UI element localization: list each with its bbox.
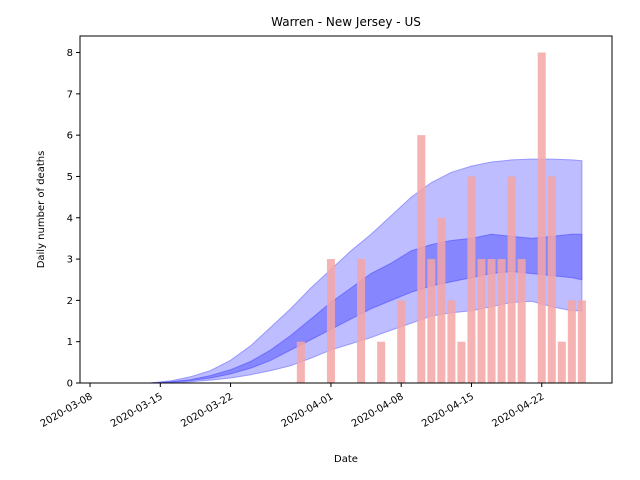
x-tick-label: 2020-03-22 xyxy=(179,391,235,430)
bar xyxy=(357,259,366,383)
chart-title: Warren - New Jersey - US xyxy=(271,15,421,29)
bar xyxy=(447,300,456,383)
bar xyxy=(477,259,486,383)
bar xyxy=(457,341,466,383)
confidence-bands xyxy=(150,158,583,384)
y-tick-label: 6 xyxy=(67,131,73,142)
bar xyxy=(517,259,526,383)
bar xyxy=(567,300,576,383)
y-tick-label: 2 xyxy=(67,296,73,307)
bar xyxy=(397,300,406,383)
y-tick-label: 0 xyxy=(67,379,73,390)
bar xyxy=(417,135,426,383)
x-axis-title: Date xyxy=(334,454,358,465)
x-tick-label: 2020-04-01 xyxy=(280,391,336,430)
y-tick-label: 4 xyxy=(67,213,73,224)
bar xyxy=(577,300,586,383)
y-tick-label: 7 xyxy=(67,89,73,100)
bar xyxy=(377,341,386,383)
bar xyxy=(547,176,556,383)
bar xyxy=(497,259,506,383)
x-tick-label: 2020-03-08 xyxy=(39,391,95,430)
y-tick-label: 1 xyxy=(67,337,73,348)
bar xyxy=(427,259,436,383)
y-axis-title: Daily number of deaths xyxy=(36,151,47,269)
x-tick-label: 2020-04-08 xyxy=(350,391,406,430)
bar xyxy=(537,52,546,384)
bar xyxy=(326,259,335,383)
y-tick-label: 5 xyxy=(67,172,73,183)
y-tick-label: 3 xyxy=(67,255,73,266)
x-tick-label: 2020-04-15 xyxy=(420,391,476,430)
x-tick-label: 2020-03-15 xyxy=(109,391,165,430)
y-axis: 0 1 2 3 4 5 6 7 8 xyxy=(67,48,80,390)
bar xyxy=(296,341,305,383)
bar xyxy=(507,176,516,383)
plot-frame xyxy=(79,35,613,384)
bar xyxy=(487,259,496,383)
bar xyxy=(557,341,566,383)
bar xyxy=(467,176,476,383)
bars-group xyxy=(296,52,586,384)
y-tick-label: 8 xyxy=(67,48,73,59)
x-axis: 2020-03-08 2020-03-15 2020-03-22 2020-04-01… xyxy=(39,383,546,430)
x-tick-label: 2020-04-22 xyxy=(490,391,546,430)
bar xyxy=(437,217,446,383)
